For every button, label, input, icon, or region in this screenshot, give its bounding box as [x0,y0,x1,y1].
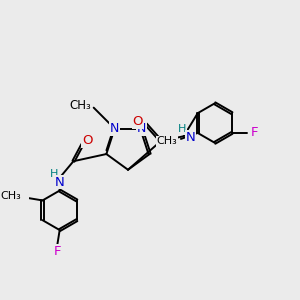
Text: N: N [110,122,119,135]
Text: N: N [137,122,146,135]
Text: O: O [82,134,92,147]
Text: CH₃: CH₃ [0,191,21,201]
Text: N: N [55,176,64,189]
Text: CH₃: CH₃ [157,136,177,146]
Text: N: N [186,131,196,144]
Text: H: H [50,169,58,179]
Text: F: F [53,244,61,257]
Text: CH₃: CH₃ [69,99,91,112]
Text: O: O [133,116,143,128]
Text: F: F [250,126,258,140]
Text: H: H [178,124,187,134]
